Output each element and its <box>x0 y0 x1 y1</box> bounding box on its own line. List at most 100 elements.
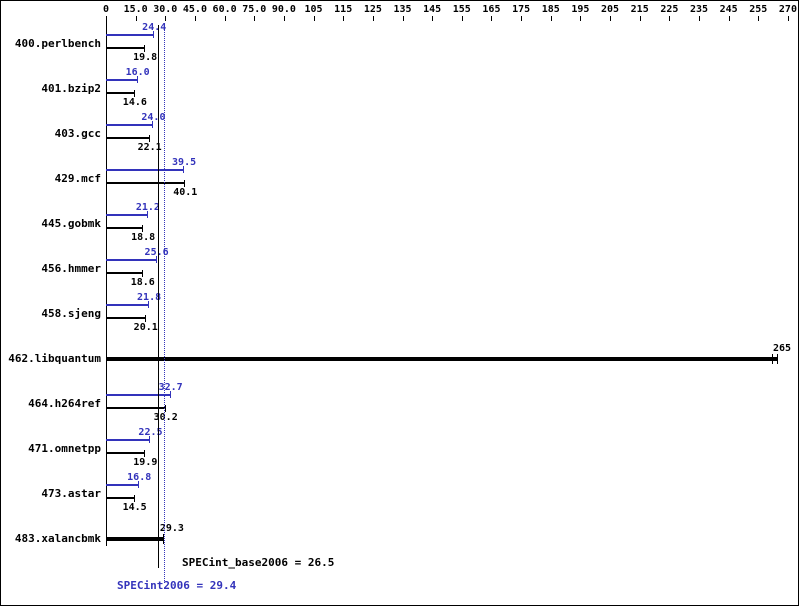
axis-tick-mark <box>224 16 226 21</box>
peak-bar-cap <box>155 256 157 263</box>
axis-tick-label: 90.0 <box>271 4 296 15</box>
axis-tick-mark <box>254 16 256 21</box>
axis-tick-mark <box>135 16 137 21</box>
axis-tick-mark <box>283 16 285 21</box>
axis-tick-mark <box>580 16 582 21</box>
axis-tick-label: 30.0 <box>153 4 178 15</box>
axis-tick-mark <box>669 16 671 21</box>
benchmark-name: 483.xalancbmk <box>14 532 101 545</box>
specint2006-label: SPECint2006 = 29.4 <box>117 579 237 592</box>
axis-tick-mark <box>521 16 523 21</box>
peak-bar <box>106 394 171 396</box>
axis-tick-mark <box>787 16 789 21</box>
base-bar-cap <box>144 45 146 52</box>
y-axis-line <box>106 21 107 546</box>
base-value-label: 19.8 <box>133 52 158 63</box>
axis-tick-mark <box>106 16 107 21</box>
axis-tick-label: 175 <box>512 4 531 15</box>
base-value-label: 18.8 <box>131 232 156 243</box>
axis-tick-mark <box>491 16 493 21</box>
axis-tick-label: 225 <box>660 4 679 15</box>
axis-tick-mark <box>610 16 612 21</box>
peak-value-label: 24.4 <box>142 22 167 33</box>
axis-tick-label: 165 <box>482 4 501 15</box>
base-bar <box>106 47 146 49</box>
benchmark-name: 473.astar <box>41 487 101 500</box>
axis-tick-mark <box>550 16 552 21</box>
peak-bar-cap <box>152 121 154 128</box>
peak-bar <box>106 484 140 486</box>
base-value-label: 20.1 <box>133 322 158 333</box>
base-bar-cap <box>184 180 186 187</box>
peak-bar <box>106 169 185 171</box>
peak-bar-cap <box>149 436 151 443</box>
base-value-label: 22.1 <box>137 142 162 153</box>
peak-bar-cap <box>169 391 171 398</box>
peak-bar <box>106 439 151 441</box>
base-bar-cap <box>144 450 146 457</box>
base-bar-cap <box>148 135 150 142</box>
axis-tick-mark <box>372 16 374 21</box>
base-bar <box>106 137 150 139</box>
mean-line-peak <box>164 25 166 583</box>
benchmark-name: 471.omnetpp <box>28 442 101 455</box>
peak-bar <box>106 79 138 81</box>
axis-tick-label: 125 <box>363 4 382 15</box>
peak-bar <box>106 124 154 126</box>
peak-bar-cap <box>138 481 140 488</box>
axis-tick-mark <box>432 16 434 21</box>
axis-tick-mark <box>165 16 167 21</box>
benchmark-name: 400.perlbench <box>14 37 101 50</box>
axis-tick-label: 75.0 <box>242 4 267 15</box>
base-bar-cap <box>133 495 135 502</box>
axis-tick-label: 105 <box>304 4 323 15</box>
peak-value-label: 21.2 <box>135 202 160 213</box>
bar-value-label: 29.3 <box>159 523 184 534</box>
peak-value-label: 21.8 <box>137 292 162 303</box>
base-value-label: 30.2 <box>153 412 178 423</box>
axis-tick-label: 135 <box>393 4 412 15</box>
axis-tick-label: 145 <box>423 4 442 15</box>
base-value-label: 40.1 <box>173 187 198 198</box>
peak-value-label: 22.5 <box>138 427 163 438</box>
base-value-label: 19.9 <box>133 457 158 468</box>
benchmark-bar-merged <box>106 537 164 541</box>
benchmark-name: 456.hmmer <box>41 262 101 275</box>
benchmark-name: 458.sjeng <box>41 307 101 320</box>
bar-end-cap <box>772 354 774 364</box>
axis-tick-label: 45.0 <box>182 4 207 15</box>
axis-tick-mark <box>313 16 315 21</box>
peak-bar-cap <box>183 166 185 173</box>
peak-bar-cap <box>136 76 138 83</box>
axis-tick-label: 0 <box>102 4 110 15</box>
bar-end-cap <box>162 534 164 544</box>
peak-bar <box>106 259 157 261</box>
bar-value-label: 265 <box>772 343 792 354</box>
base-bar-cap <box>164 405 166 412</box>
benchmark-name: 403.gcc <box>54 127 101 140</box>
peak-bar <box>106 214 148 216</box>
axis-tick-mark <box>402 16 404 21</box>
base-bar <box>106 272 143 274</box>
axis-tick-label: 245 <box>719 4 738 15</box>
axis-tick-label: 115 <box>334 4 353 15</box>
axis-tick-mark <box>194 16 196 21</box>
peak-value-label: 32.7 <box>158 382 183 393</box>
peak-bar-cap <box>148 301 150 308</box>
bar-end-cap <box>777 354 779 364</box>
axis-tick-mark <box>461 16 463 21</box>
axis-tick-label: 155 <box>452 4 471 15</box>
axis-tick-label: 255 <box>749 4 768 15</box>
base-value-label: 18.6 <box>130 277 155 288</box>
peak-bar-cap <box>153 31 155 38</box>
peak-bar-cap <box>146 211 148 218</box>
base-bar <box>106 227 144 229</box>
axis-tick-label: 60.0 <box>212 4 237 15</box>
peak-value-label: 25.6 <box>144 247 169 258</box>
benchmark-name: 445.gobmk <box>41 217 101 230</box>
base-value-label: 14.6 <box>122 97 147 108</box>
